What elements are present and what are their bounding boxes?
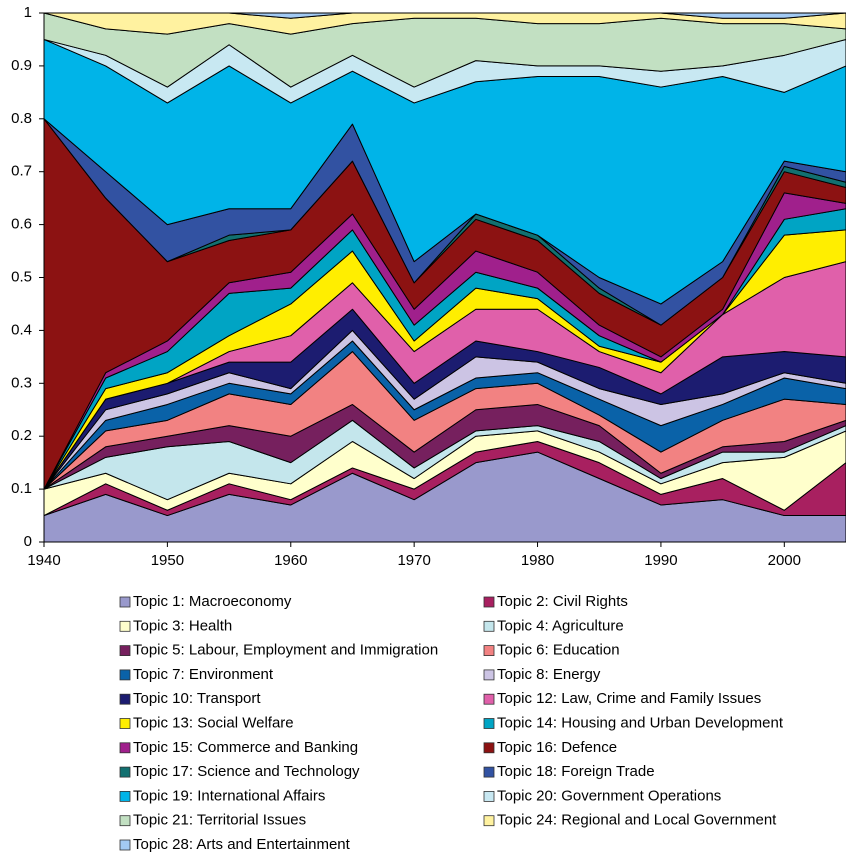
legend-swatch <box>119 839 131 851</box>
legend-label: Topic 21: Territorial Issues <box>133 812 306 829</box>
legend-swatch <box>119 766 131 778</box>
legend-swatch <box>483 645 495 656</box>
legend-label: Topic 3: Health <box>133 617 232 634</box>
legend-swatch <box>483 669 495 681</box>
x-tick-label: 1960 <box>274 552 307 569</box>
legend-swatch <box>483 766 495 778</box>
legend-swatch <box>483 718 495 729</box>
x-tick-label: 1970 <box>397 552 430 569</box>
legend-label: Topic 10: Transport <box>133 690 261 707</box>
y-tick-label: 0.2 <box>11 427 32 444</box>
y-tick-label: 0.9 <box>11 57 32 74</box>
legend-swatch <box>483 742 495 754</box>
legend-swatch <box>119 596 131 608</box>
y-tick-label: 0.7 <box>11 163 32 180</box>
legend-swatch <box>119 669 131 681</box>
x-tick-label: 1940 <box>27 552 60 569</box>
y-tick-label: 0.5 <box>11 268 32 285</box>
y-tick-label: 1 <box>24 4 32 21</box>
legend-swatch <box>483 620 495 632</box>
legend-label: Topic 18: Foreign Trade <box>497 763 655 780</box>
legend-swatch <box>483 596 495 608</box>
legend-label: Topic 5: Labour, Employment and Immigrat… <box>133 642 438 659</box>
y-tick-label: 0.1 <box>11 480 32 497</box>
y-tick-label: 0.6 <box>11 216 32 233</box>
x-tick-label: 1980 <box>521 552 554 569</box>
y-tick-label: 0.4 <box>11 321 32 338</box>
legend-label: Topic 14: Housing and Urban Development <box>497 714 784 731</box>
legend-label: Topic 12: Law, Crime and Family Issues <box>497 690 761 707</box>
legend-label: Topic 16: Defence <box>497 739 617 756</box>
legend-swatch <box>483 791 495 802</box>
legend-swatch <box>483 693 495 705</box>
legend-label: Topic 2: Civil Rights <box>497 593 628 610</box>
area <box>43 12 846 19</box>
y-tick-label: 0.3 <box>11 374 32 391</box>
y-tick-label: 0 <box>24 533 32 550</box>
legend-label: Topic 4: Agriculture <box>497 617 624 634</box>
legend-label: Topic 13: Social Welfare <box>133 714 294 731</box>
legend-swatch <box>119 791 131 802</box>
legend-label: Topic 7: Environment <box>133 666 274 683</box>
legend-label: Topic 1: Macroeconomy <box>133 593 292 610</box>
y-tick-label: 0.8 <box>11 110 32 127</box>
legend-swatch <box>483 815 495 827</box>
legend-swatch <box>119 718 131 729</box>
legend-swatch <box>119 645 131 656</box>
x-tick-label: 2000 <box>768 552 801 569</box>
legend-label: Topic 24: Regional and Local Government <box>497 812 777 829</box>
x-tick-label: 1950 <box>151 552 184 569</box>
legend-label: Topic 28: Arts and Entertainment <box>133 836 351 853</box>
legend-swatch <box>119 620 131 632</box>
legend-swatch <box>119 742 131 754</box>
legend-label: Topic 15: Commerce and Banking <box>133 739 358 756</box>
legend-swatch <box>119 693 131 705</box>
legend-label: Topic 6: Education <box>497 642 620 659</box>
legend-swatch <box>119 815 131 827</box>
legend-label: Topic 17: Science and Technology <box>133 763 360 780</box>
legend-label: Topic 20: Government Operations <box>497 787 721 804</box>
legend-label: Topic 8: Energy <box>497 666 601 683</box>
legend-label: Topic 19: International Affairs <box>133 787 325 804</box>
x-tick-label: 1990 <box>644 552 677 569</box>
